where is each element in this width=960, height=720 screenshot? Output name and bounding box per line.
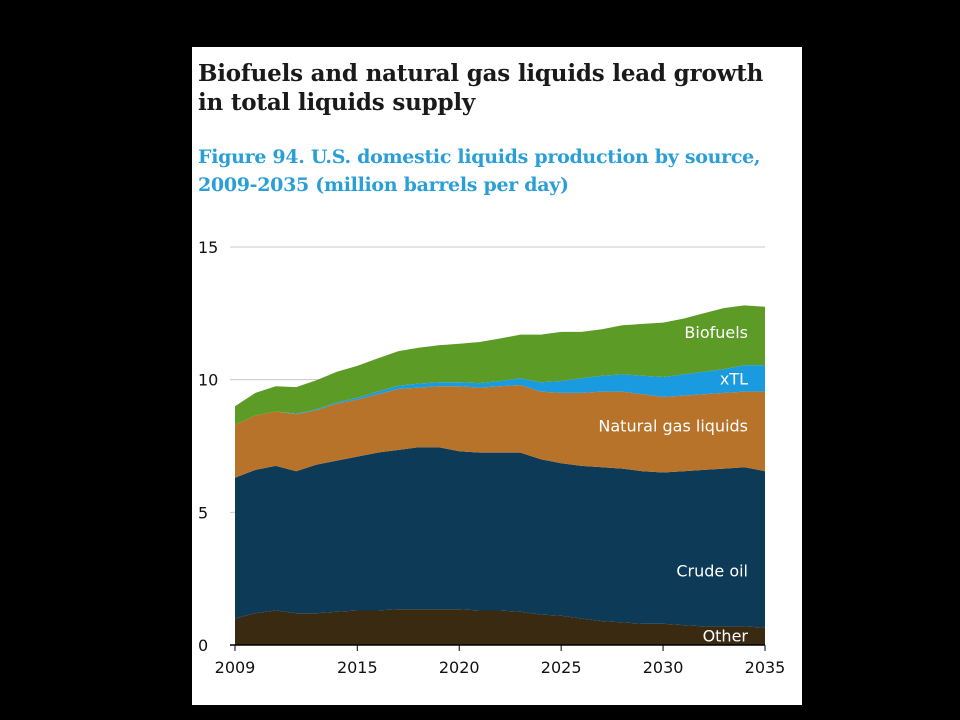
- figure-panel: Biofuels and natural gas liquids lead gr…: [192, 47, 802, 705]
- area-crude-oil: [235, 447, 765, 628]
- headline: Biofuels and natural gas liquids lead gr…: [198, 60, 764, 116]
- y-tick-label-5: 5: [198, 503, 208, 522]
- series-label-other: Other: [703, 627, 749, 646]
- series-label-xtl: xTL: [720, 369, 748, 388]
- figure-title: Figure 94. U.S. domestic liquids product…: [198, 146, 761, 196]
- stacked-area-chart: 2009 2015 2020 2025 2030 2035 0 5 10 15 Biofuels xT…: [198, 238, 786, 677]
- area-other: [235, 609, 765, 645]
- y-tick-label-0: 0: [198, 636, 208, 655]
- y-tick-label-15: 15: [198, 238, 218, 257]
- series-label-biofuels: Biofuels: [684, 323, 748, 342]
- x-tick-label-2025: 2025: [541, 658, 582, 677]
- x-tick-label-2009: 2009: [215, 658, 256, 677]
- y-tick-label-10: 10: [198, 371, 218, 390]
- x-tick-label-2020: 2020: [439, 658, 480, 677]
- x-tick-label-2030: 2030: [643, 658, 684, 677]
- series-label-natural-gas-liquids: Natural gas liquids: [598, 417, 748, 436]
- x-tick-label-2035: 2035: [745, 658, 786, 677]
- series-label-crude-oil: Crude oil: [676, 562, 748, 581]
- x-tick-label-2015: 2015: [337, 658, 378, 677]
- area-xtl: [235, 365, 765, 425]
- area-biofuels: [235, 305, 765, 425]
- area-natural-gas-liquids: [235, 385, 765, 478]
